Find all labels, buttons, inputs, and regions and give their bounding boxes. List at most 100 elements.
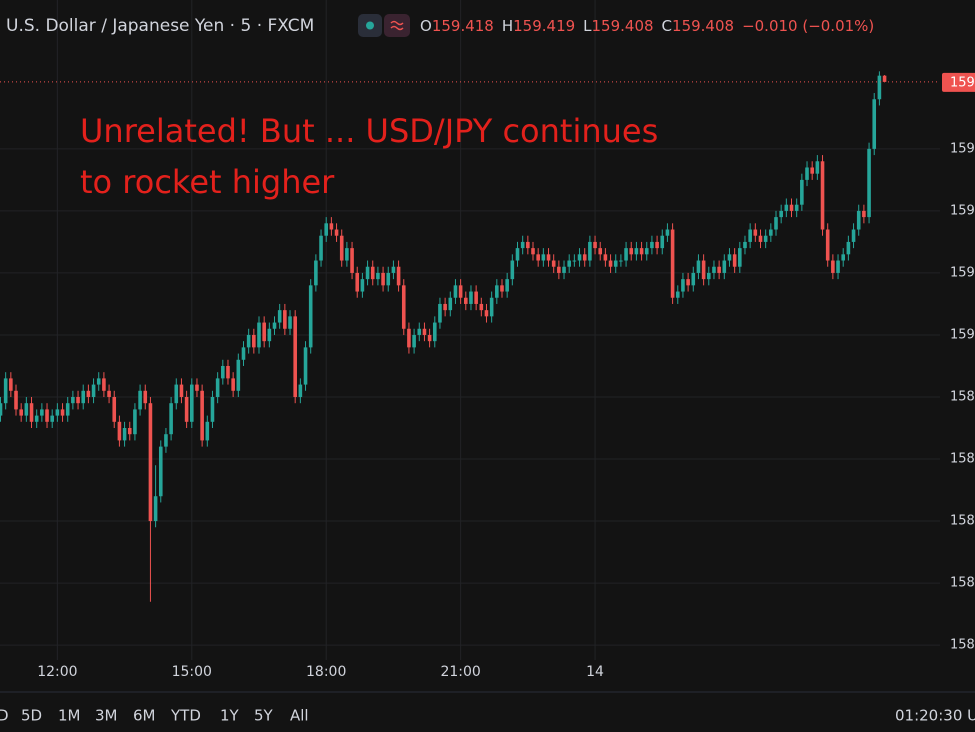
ohlc-value: 159.418 — [432, 17, 494, 35]
candle-body — [505, 279, 509, 292]
ohlc-key: H — [502, 17, 513, 35]
candle-body — [288, 316, 292, 329]
y-tick-label: 158 — [950, 389, 975, 404]
candle-body — [34, 415, 39, 422]
candle-body — [122, 428, 127, 441]
candle-body — [117, 421, 122, 441]
candle-body — [24, 403, 29, 416]
candle-body — [76, 396, 80, 404]
y-tick-label: 158 — [950, 452, 975, 467]
candle-body — [267, 328, 272, 342]
candle-body — [396, 266, 401, 286]
candle-body — [557, 266, 561, 273]
price-axis — [940, 0, 975, 660]
candle-body — [681, 279, 685, 292]
candle-body — [789, 204, 794, 211]
clock: 01:20:30 U — [895, 707, 975, 725]
candle-body — [195, 384, 199, 391]
candle-body — [443, 303, 447, 311]
range-button[interactable]: YTD — [170, 707, 201, 725]
candle-body — [158, 446, 163, 497]
candle-body — [748, 229, 752, 242]
candle-body — [841, 254, 846, 261]
candle-body — [427, 334, 432, 342]
candle-body — [283, 310, 287, 329]
candle-body — [381, 272, 385, 286]
candle-body — [665, 229, 670, 236]
range-button[interactable]: 1Y — [220, 707, 240, 725]
range-button[interactable]: 3M — [95, 707, 118, 725]
candle-body — [252, 334, 256, 348]
candle-body — [706, 272, 711, 280]
candle-body — [712, 266, 716, 273]
candle-body — [432, 322, 437, 342]
candle-body — [417, 328, 422, 335]
candle-body — [303, 347, 308, 385]
candle-body — [593, 241, 597, 249]
candle-body — [774, 217, 778, 230]
candle-body — [246, 334, 251, 348]
candle-body — [815, 161, 820, 174]
candle-body — [257, 322, 261, 348]
candle-body — [179, 384, 184, 397]
candle-body — [314, 260, 318, 286]
candle-body — [189, 384, 194, 422]
candle-body — [515, 248, 520, 261]
candle-body — [365, 266, 370, 280]
candle-body — [779, 210, 783, 218]
candle-body — [81, 390, 86, 404]
ohlc-key: O — [420, 17, 432, 35]
candle-body — [660, 235, 665, 249]
candle-body — [763, 235, 768, 242]
candle-body — [133, 409, 137, 435]
candle-body — [686, 279, 690, 286]
candle-body — [531, 248, 535, 255]
candle-body — [629, 248, 634, 255]
candle-body — [474, 291, 478, 304]
candle-body — [722, 260, 727, 273]
range-button[interactable]: 5Y — [254, 707, 274, 725]
candle-body — [862, 210, 866, 218]
candle-body — [339, 235, 344, 261]
candle-body — [169, 403, 173, 435]
candle-body — [598, 248, 603, 255]
candle-body — [293, 316, 297, 397]
range-button[interactable]: 6M — [133, 707, 156, 725]
candle-body — [856, 210, 861, 230]
candle-body — [546, 254, 551, 261]
candle-body — [588, 241, 592, 261]
candle-body — [184, 396, 189, 422]
range-button[interactable]: 1M — [58, 707, 81, 725]
candle-body — [138, 390, 142, 410]
candle-body — [500, 285, 504, 292]
candle-body — [644, 248, 649, 255]
candle-body — [298, 384, 303, 397]
range-button[interactable]: 5D — [21, 707, 42, 725]
candle-body — [308, 285, 313, 348]
last-price-box — [942, 72, 975, 92]
candle-body — [422, 328, 427, 335]
candle-body — [495, 285, 499, 298]
range-button[interactable]: All — [290, 707, 309, 725]
candle-body — [551, 260, 556, 267]
candle-body — [360, 279, 365, 292]
candle-body — [71, 396, 75, 404]
range-button[interactable]: D — [0, 707, 9, 725]
candle-body — [107, 390, 111, 397]
candle-body — [639, 248, 644, 255]
candle-body — [40, 409, 44, 416]
candle-body — [438, 303, 442, 323]
candle-body — [820, 161, 825, 230]
candle-body — [350, 248, 354, 273]
grid — [0, 0, 940, 660]
candle-body — [836, 260, 840, 273]
candle-body — [164, 434, 168, 447]
candle-body — [272, 322, 277, 329]
candle-body — [9, 378, 13, 391]
candle-body — [675, 291, 680, 298]
candle-body — [29, 403, 34, 422]
candle-body — [572, 260, 577, 262]
candle-body — [877, 75, 882, 100]
candle-body — [753, 229, 758, 236]
